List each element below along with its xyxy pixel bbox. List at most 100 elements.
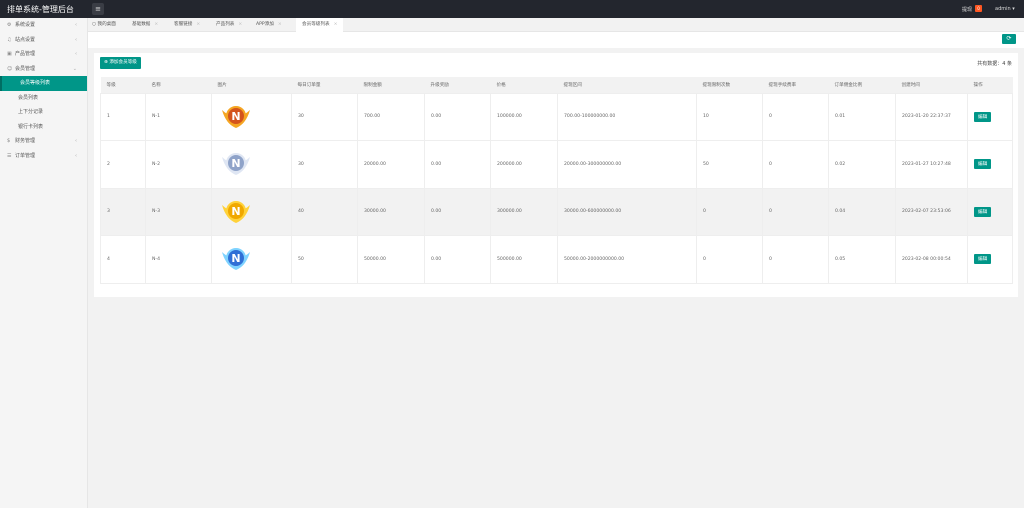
- top-bar: 排单系统-管理后台 ≡ 提现 0 admin ▾: [0, 0, 1024, 18]
- menu-toggle-icon[interactable]: ≡: [92, 3, 104, 15]
- chevron-left-icon: ‹: [75, 138, 77, 144]
- cell-commission: 0.01: [828, 92, 896, 141]
- refresh-button[interactable]: ⟳: [1002, 34, 1016, 44]
- add-level-button[interactable]: ⊕ 添加会员等级: [100, 57, 141, 69]
- chevron-left-icon: ‹: [75, 22, 77, 28]
- sidebar-item-1[interactable]: ♫ 站点设置 ‹: [0, 33, 87, 48]
- cell-commission: 0.04: [828, 187, 896, 236]
- tab-0[interactable]: ○ 我的桌面: [92, 18, 116, 32]
- edit-button[interactable]: 编辑: [974, 111, 992, 122]
- cell-orders: 30: [291, 92, 358, 141]
- cell-commission: 0.02: [828, 140, 896, 189]
- cell-price: 500000.00: [490, 235, 558, 284]
- svg-text:N: N: [231, 157, 240, 170]
- total-count: 共有数据：4 条: [977, 61, 1012, 67]
- sidebar-item-5[interactable]: ☰ 订单管理 ‹: [0, 149, 87, 164]
- tab-5[interactable]: 会员等级列表 ×: [296, 18, 344, 32]
- cell-created: 2023-01-27 10:27:48: [895, 140, 968, 189]
- edit-button[interactable]: 编辑: [974, 254, 992, 265]
- cell-limit: 20000.00: [357, 140, 425, 189]
- table-row: 1 N-1 N 30 700.00 0.00 100000.00 700.00-1000000…: [100, 92, 1013, 141]
- user-menu[interactable]: admin ▾: [995, 6, 1015, 12]
- level-table: 等级 名称 图片 每日订单量 限制金额 升级奖励 价格 提现区间 提现限制次数 提现手续费率 订单佣…: [100, 77, 1013, 284]
- cell-fee: 0: [762, 140, 829, 189]
- cell-commission: 0.05: [828, 235, 896, 284]
- tab-label: 客服链接: [174, 22, 193, 27]
- box-icon: ▣: [7, 51, 12, 57]
- tab-label: 基础数据: [132, 22, 151, 27]
- cell-price: 200000.00: [490, 140, 558, 189]
- sidebar-item-label: 会员管理: [15, 65, 36, 72]
- level-medal-icon: N: [222, 105, 250, 128]
- cell-price: 100000.00: [490, 92, 558, 141]
- cell-price: 300000.00: [490, 187, 558, 236]
- column-header: 图片: [211, 77, 292, 93]
- edit-button[interactable]: 编辑: [974, 159, 992, 170]
- column-header: 提现区间: [557, 77, 697, 93]
- column-header: 升级奖励: [424, 77, 491, 93]
- sidebar-subitem-label: 银行卡列表: [18, 123, 44, 130]
- close-icon[interactable]: ×: [277, 22, 282, 27]
- add-level-label: 添加会员等级: [109, 60, 137, 65]
- level-medal-icon: N: [222, 153, 250, 176]
- sidebar-item-label: 订单管理: [15, 152, 36, 159]
- close-icon[interactable]: ×: [196, 22, 201, 27]
- tab-label: 产品列表: [216, 22, 235, 27]
- gear-icon: ⚙: [7, 22, 12, 28]
- sidebar-subitem-label: 会员等级列表: [20, 80, 51, 86]
- tab-2[interactable]: 客服链接 ×: [174, 18, 200, 32]
- chevron-left-icon: ‹: [75, 36, 77, 43]
- sidebar-subitem-2[interactable]: 上下分记录: [0, 105, 87, 120]
- tab-label: APP添加: [256, 22, 274, 27]
- cell-created: 2023-02-08 00:00:54: [895, 235, 968, 284]
- cell-image: N: [211, 140, 292, 189]
- cell-action: 编辑: [967, 235, 1013, 284]
- cell-image: N: [211, 235, 292, 284]
- tab-3[interactable]: 产品列表 ×: [216, 18, 242, 32]
- table-row: 2 N-2 N 30 20000.00 0.00 200000.00 20000.00-300…: [100, 140, 1013, 189]
- cell-orders: 30: [291, 140, 358, 189]
- close-icon[interactable]: ×: [238, 22, 243, 27]
- svg-text:N: N: [231, 252, 240, 265]
- cell-times: 10: [696, 92, 763, 141]
- cell-reward: 0.00: [424, 92, 491, 141]
- content-card: ⊕ 添加会员等级 共有数据：4 条 等级 名称 图片 每日订单量 限制金额 升级奖励 价格提…: [94, 53, 1018, 297]
- sidebar: ⚙ 系统设置 ‹ ♫ 站点设置 ‹ ▣ 产品管理 ‹ ☺ 会员管理 ⌄ 会员等级列表 会员列表 上下分记录银…: [0, 18, 88, 508]
- sidebar-subitem-1[interactable]: 会员列表: [0, 91, 87, 106]
- svg-text:N: N: [231, 205, 240, 218]
- sidebar-item-label: 站点设置: [15, 36, 36, 43]
- tab-4[interactable]: APP添加 ×: [256, 18, 282, 32]
- cell-fee: 0: [762, 235, 829, 284]
- close-icon[interactable]: ×: [154, 22, 159, 27]
- column-header: 价格: [490, 77, 558, 93]
- cell-name: N-1: [145, 92, 212, 141]
- home-icon: ○: [92, 22, 98, 27]
- sidebar-subitem-3[interactable]: 银行卡列表: [0, 120, 87, 135]
- cell-reward: 0.00: [424, 187, 491, 236]
- level-medal-icon: N: [222, 200, 250, 223]
- cell-level: 1: [100, 92, 146, 141]
- sidebar-item-0[interactable]: ⚙ 系统设置 ‹: [0, 18, 87, 33]
- cell-level: 2: [100, 140, 146, 189]
- table-row: 4 N-4 N 50 50000.00 0.00 500000.00 50000.00-200…: [100, 235, 1013, 284]
- sidebar-item-2[interactable]: ▣ 产品管理 ‹: [0, 47, 87, 62]
- tab-1[interactable]: 基础数据 ×: [132, 18, 158, 32]
- chevron-left-icon: ‹: [75, 152, 77, 159]
- edit-button[interactable]: 编辑: [974, 206, 992, 217]
- cell-orders: 50: [291, 235, 358, 284]
- cell-name: N-3: [145, 187, 212, 236]
- cell-range: 20000.00-300000000.00: [557, 140, 697, 189]
- svg-text:N: N: [231, 110, 240, 123]
- withdraw-link[interactable]: 提现: [962, 7, 973, 13]
- table-row: 3 N-3 N 40 30000.00 0.00 300000.00 30000.00-600…: [100, 187, 1013, 236]
- close-icon[interactable]: ×: [333, 22, 338, 27]
- sidebar-item-3[interactable]: ☺ 会员管理 ⌄: [0, 62, 87, 77]
- sidebar-item-label: 系统设置: [15, 22, 36, 28]
- app-title: 排单系统-管理后台: [7, 5, 74, 14]
- cell-limit: 700.00: [357, 92, 425, 141]
- toolbar-strip: ⟳: [88, 32, 1024, 48]
- withdraw-badge: 0: [975, 5, 982, 12]
- sidebar-subitem-0[interactable]: 会员等级列表: [0, 76, 87, 91]
- sidebar-subitem-label: 上下分记录: [18, 109, 44, 115]
- sidebar-item-4[interactable]: $ 财务管理 ‹: [0, 134, 87, 149]
